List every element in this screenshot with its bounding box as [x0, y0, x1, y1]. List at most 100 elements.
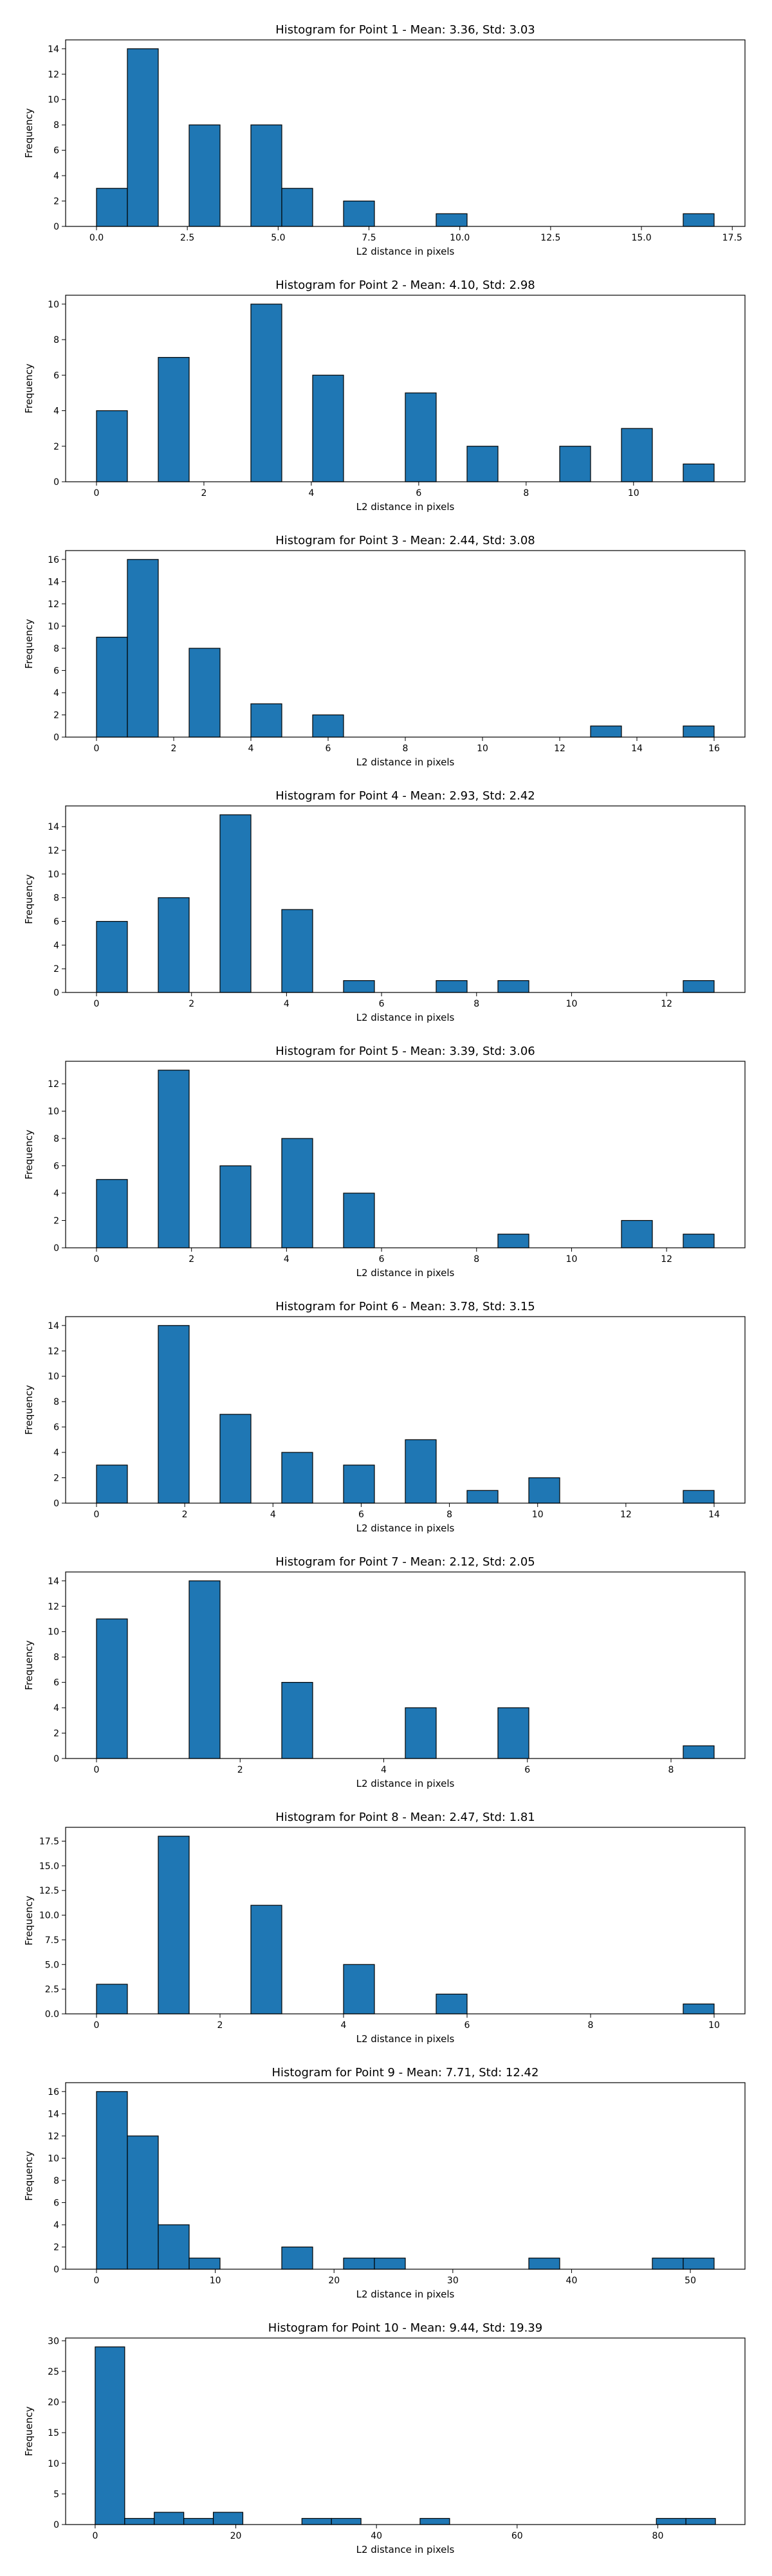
- y-tick-label: 4: [53, 1703, 59, 1713]
- histogram-9: Histogram for Point 9 - Mean: 7.71, Std:…: [23, 2066, 746, 2300]
- x-tick-label: 12: [661, 1254, 672, 1265]
- x-tick-label: 12: [661, 999, 672, 1009]
- y-tick-label: 0: [53, 222, 59, 232]
- x-tick-label: 6: [326, 744, 331, 754]
- histogram-bar: [374, 2258, 406, 2270]
- x-tick-label: 4: [284, 999, 290, 1009]
- histogram-bar: [124, 2517, 155, 2525]
- y-tick-label: 6: [53, 666, 59, 676]
- chart-title: Histogram for Point 9 - Mean: 7.71, Std:…: [272, 2066, 539, 2079]
- chart-title: Histogram for Point 7 - Mean: 2.12, Std:…: [275, 1555, 535, 1569]
- x-tick-label: 30: [447, 2276, 459, 2286]
- x-tick-label: 14: [631, 744, 643, 754]
- y-axis-label: Frequency: [23, 874, 35, 924]
- x-tick-label: 2: [171, 744, 177, 754]
- histogram-bar: [127, 2135, 159, 2270]
- histogram-4: Histogram for Point 4 - Mean: 2.93, Std:…: [23, 789, 746, 1023]
- histogram-bar: [96, 920, 128, 993]
- x-tick-label: 0: [94, 1765, 100, 1775]
- histogram-bar: [154, 2512, 185, 2525]
- y-tick-label: 14: [48, 1576, 59, 1587]
- y-tick-label: 20: [48, 2398, 59, 2408]
- y-tick-label: 12: [48, 2132, 59, 2142]
- y-tick-label: 4: [53, 2220, 59, 2231]
- x-tick-label: 50: [685, 2276, 696, 2286]
- x-tick-label: 40: [371, 2531, 382, 2541]
- y-tick-label: 10: [48, 2153, 59, 2164]
- x-tick-label: 2: [201, 488, 207, 498]
- y-tick-label: 16: [48, 555, 59, 565]
- y-tick-label: 0: [53, 2520, 59, 2530]
- y-tick-label: 8: [53, 644, 59, 654]
- y-tick-label: 2: [53, 1474, 59, 1484]
- y-tick-label: 17.5: [39, 1836, 59, 1847]
- y-tick-label: 14: [48, 44, 59, 55]
- histogram-bar: [127, 559, 159, 738]
- x-axis-label: L2 distance in pixels: [356, 1778, 455, 1789]
- histogram-bar: [683, 2258, 715, 2270]
- histogram-bar: [343, 1192, 375, 1248]
- x-tick-label: 0: [94, 1254, 100, 1265]
- x-tick-label: 17.5: [722, 233, 742, 243]
- histogram-bar: [127, 48, 159, 227]
- y-tick-label: 30: [48, 2336, 59, 2346]
- histogram-bar: [158, 897, 190, 993]
- histogram-bar: [590, 726, 622, 738]
- histogram-bar: [683, 980, 715, 993]
- x-tick-label: 2: [188, 999, 194, 1009]
- x-tick-label: 4: [381, 1765, 387, 1775]
- x-tick-label: 6: [379, 1254, 385, 1265]
- x-tick-label: 6: [464, 2020, 470, 2031]
- histogram-bar: [96, 1984, 128, 2014]
- x-tick-label: 10: [566, 999, 578, 1009]
- plot-frame: [65, 550, 746, 738]
- x-tick-label: 10: [210, 2276, 221, 2286]
- histogram-bar: [436, 213, 468, 227]
- x-tick-label: 8: [403, 744, 409, 754]
- x-tick-label: 4: [308, 488, 314, 498]
- x-tick-label: 0: [94, 2020, 100, 2031]
- plot-frame: [65, 39, 746, 227]
- histogram-bar: [343, 980, 375, 993]
- histogram-bar: [683, 213, 715, 227]
- histogram-bar: [95, 2346, 125, 2525]
- histogram-6: Histogram for Point 6 - Mean: 3.78, Std:…: [23, 1300, 746, 1534]
- histogram-bar: [683, 1234, 715, 1248]
- histogram-bar: [158, 357, 190, 482]
- x-tick-label: 10: [708, 2020, 720, 2031]
- histogram-bar: [281, 1138, 313, 1248]
- chart-title: Histogram for Point 4 - Mean: 2.93, Std:…: [275, 789, 535, 803]
- y-axis-label: Frequency: [23, 108, 35, 158]
- histogram-bar: [683, 2004, 715, 2014]
- x-tick-label: 6: [416, 488, 421, 498]
- x-tick-label: 4: [248, 744, 254, 754]
- y-tick-label: 7.5: [45, 1935, 59, 1946]
- y-tick-label: 2: [53, 442, 59, 452]
- chart-title: Histogram for Point 6 - Mean: 3.78, Std:…: [275, 1300, 535, 1313]
- x-tick-label: 40: [566, 2276, 578, 2286]
- x-axis-label: L2 distance in pixels: [356, 2544, 455, 2555]
- y-tick-label: 6: [53, 1678, 59, 1688]
- chart-title: Histogram for Point 1 - Mean: 3.36, Std:…: [275, 23, 535, 37]
- x-tick-label: 14: [708, 1510, 720, 1520]
- y-tick-label: 0: [53, 477, 59, 488]
- histogram-7: Histogram for Point 7 - Mean: 2.12, Std:…: [23, 1555, 746, 1789]
- y-tick-label: 10: [48, 95, 59, 105]
- y-tick-label: 4: [53, 688, 59, 699]
- y-axis-label: Frequency: [23, 1640, 35, 1690]
- histogram-bar: [96, 1465, 128, 1504]
- y-axis-label: Frequency: [23, 363, 35, 414]
- histogram-bar: [436, 1993, 468, 2014]
- histogram-bar: [419, 2517, 450, 2525]
- y-tick-label: 14: [48, 822, 59, 832]
- y-tick-label: 25: [48, 2367, 59, 2377]
- y-tick-label: 16: [48, 2087, 59, 2097]
- x-tick-label: 0.0: [89, 233, 104, 243]
- y-tick-label: 8: [53, 1652, 59, 1663]
- histogram-1: Histogram for Point 1 - Mean: 3.36, Std:…: [23, 23, 746, 257]
- y-axis-label: Frequency: [23, 619, 35, 669]
- histogram-bar: [405, 1707, 437, 1759]
- y-tick-label: 12: [48, 69, 59, 80]
- x-tick-label: 10.0: [450, 233, 470, 243]
- x-axis-label: L2 distance in pixels: [356, 2033, 455, 2045]
